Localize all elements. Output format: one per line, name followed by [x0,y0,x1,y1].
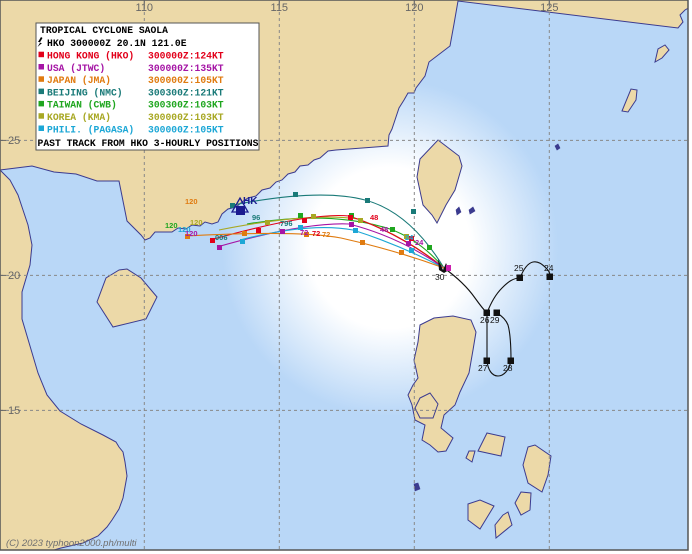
svg-text:JAPAN (JMA): JAPAN (JMA) [47,75,111,86]
svg-text:120: 120 [405,2,423,14]
svg-text:120: 120 [185,197,198,206]
svg-text:PHILI. (PAGASA): PHILI. (PAGASA) [47,124,134,135]
svg-text:15: 15 [8,405,20,417]
svg-text:24: 24 [415,238,424,247]
svg-text:25: 25 [8,135,20,147]
svg-text:120: 120 [190,218,203,227]
svg-text:KOREA (KMA): KOREA (KMA) [47,112,111,123]
svg-text:72: 72 [300,228,308,237]
svg-text:25: 25 [514,263,524,273]
svg-text:300300Z:121KT: 300300Z:121KT [148,87,224,98]
svg-text:796: 796 [280,219,293,228]
svg-text:USA (JTWC): USA (JTWC) [47,63,105,74]
svg-text:TROPICAL CYCLONE SAOLA: TROPICAL CYCLONE SAOLA [40,25,168,36]
svg-text:300000Z:105KT: 300000Z:105KT [148,75,224,86]
svg-text:120: 120 [165,221,178,230]
svg-text:300000Z:105KT: 300000Z:105KT [148,124,224,135]
svg-text:HKO 300000Z 20.1N 121.0E: HKO 300000Z 20.1N 121.0E [47,38,187,49]
svg-text:26: 26 [480,315,490,325]
svg-text:PAST TRACK FROM HKO 3-HOURLY P: PAST TRACK FROM HKO 3-HOURLY POSITIONS [38,138,259,149]
svg-text:(C) 2023 typhoon2000.ph/multi: (C) 2023 typhoon2000.ph/multi [6,538,137,549]
svg-text:120: 120 [185,229,198,238]
svg-text:24: 24 [405,233,414,242]
svg-text:72: 72 [322,230,330,239]
svg-text:125: 125 [540,2,558,14]
svg-text:006: 006 [215,233,228,242]
svg-text:300300Z:103KT: 300300Z:103KT [148,100,224,111]
svg-text:300000Z:124KT: 300000Z:124KT [148,51,224,62]
svg-text:72: 72 [312,229,320,238]
svg-text:48: 48 [380,225,388,234]
svg-text:29: 29 [490,315,500,325]
svg-text:30: 30 [435,272,445,282]
svg-text:TAIWAN (CWB): TAIWAN (CWB) [47,100,117,111]
svg-text:48: 48 [370,213,378,222]
svg-text:115: 115 [271,2,289,14]
svg-text:20: 20 [8,270,20,282]
svg-text:300000Z:103KT: 300000Z:103KT [148,112,224,123]
svg-text:27: 27 [478,363,488,373]
svg-text:24: 24 [544,263,554,273]
svg-text:110: 110 [136,2,154,14]
svg-text:BEIJING (NMC): BEIJING (NMC) [47,87,123,98]
svg-text:HONG KONG (HKO): HONG KONG (HKO) [47,51,134,62]
svg-text:HK: HK [243,196,258,207]
svg-text:96: 96 [252,213,260,222]
svg-text:28: 28 [503,363,513,373]
svg-text:300000Z:135KT: 300000Z:135KT [148,63,224,74]
